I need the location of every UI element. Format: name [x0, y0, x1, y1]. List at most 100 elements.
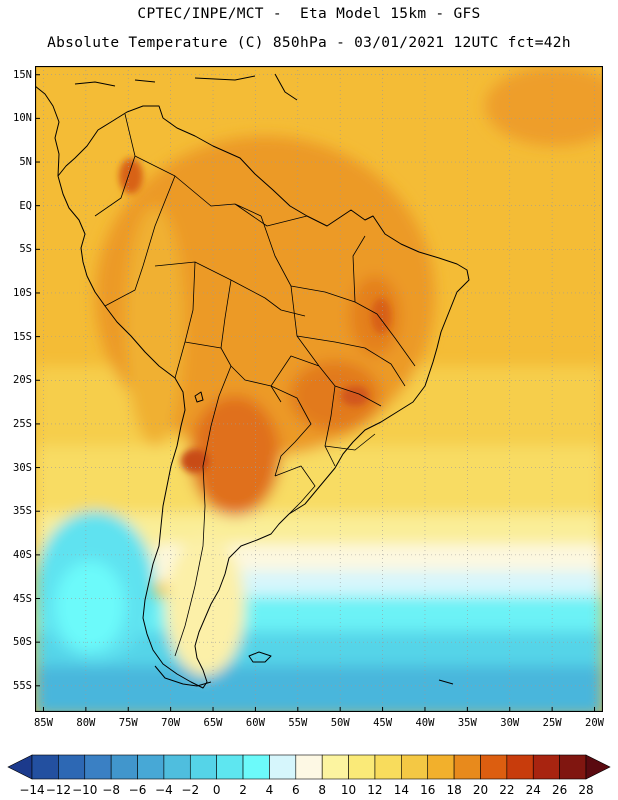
lake-titicaca [194, 391, 204, 403]
colorbar-tick-label: −2 [181, 783, 200, 797]
field-andes-cool [125, 206, 185, 446]
colorbar-swatch [295, 754, 323, 780]
colorbar-tick-label: −10 [72, 783, 98, 797]
lon-tick-label: 85W [33, 717, 53, 729]
colorbar-tick-label: 14 [393, 783, 409, 797]
lon-tick-label: 25W [542, 717, 562, 729]
lat-tick-label: 35S [13, 505, 32, 518]
colorbar-swatch [532, 754, 560, 780]
axis-ticks [35, 74, 596, 712]
colorbar-tick-label: 28 [578, 783, 594, 797]
coast-falklands [248, 651, 272, 663]
lon-tick-label: 30W [500, 717, 520, 729]
colorbar-swatch [321, 754, 349, 780]
colorbar-swatch [31, 754, 59, 780]
coastlines [35, 73, 470, 689]
field-hotspot-northeast [371, 298, 391, 334]
colorbar-swatch [401, 754, 429, 780]
colorbar-tick-label: −8 [102, 783, 120, 797]
lon-tick-label: 45W [373, 717, 393, 729]
coast-central-america [35, 85, 60, 177]
colorbar-tick-label: −4 [155, 783, 173, 797]
colorbar-tick-label: 22 [499, 783, 515, 797]
field-sebrazil-warm [290, 361, 380, 431]
graticule [35, 66, 603, 712]
colorbar-swatch [189, 754, 217, 780]
lat-tick-label: 5N [19, 156, 32, 169]
lon-tick-label: 75W [118, 717, 138, 729]
lat-tick-label: 25S [13, 417, 32, 430]
lon-tick-label: 80W [76, 717, 96, 729]
field-chaco-warm [190, 396, 280, 516]
coast-south-america [57, 105, 470, 689]
title-variable-line: Absolute Temperature (C) 850hPa - 03/01/… [47, 35, 571, 51]
lon-tick-label: 60W [245, 717, 265, 729]
colorbar-tick-label: −6 [128, 783, 147, 797]
coast-caribbean-islands [74, 73, 298, 101]
field-hotspot-parana [341, 386, 369, 406]
lon-tick-label: 20W [585, 717, 604, 729]
colorbar-tick-label: 6 [291, 783, 300, 797]
colorbar-tick-label: 16 [420, 783, 436, 797]
title-model-line: CPTEC/INPE/MCT - Eta Model 15km - GFS [137, 6, 481, 22]
colorbar-swatch [480, 754, 508, 780]
lat-tick-label: EQ [19, 199, 32, 212]
colorbar-swatch [84, 754, 112, 780]
lat-tick-label: 5S [19, 243, 32, 256]
colorbar-swatch [163, 754, 191, 780]
colorbar [7, 754, 611, 780]
lat-tick-label: 50S [13, 636, 32, 649]
colorbar-tick-label: 2 [239, 783, 247, 797]
colorbar-swatch [506, 754, 534, 780]
colorbar-tick-label: −12 [45, 783, 72, 797]
colorbar-swatch [374, 754, 402, 780]
field-atlantic-south [35, 446, 603, 526]
lat-tick-label: 10S [13, 286, 32, 299]
lat-tick-label: 15N [13, 68, 32, 81]
lon-tick-label: 40W [415, 717, 435, 729]
lat-tick-label: 30S [13, 461, 32, 474]
colorbar-swatch [110, 754, 138, 780]
field-sw-atlantic-ne [485, 66, 603, 146]
colorbar-swatch [269, 754, 297, 780]
lat-tick-label: 10N [13, 112, 32, 125]
colorbar-swatch [58, 754, 86, 780]
colorbar-extend-low [7, 754, 33, 780]
colorbar-swatch [427, 754, 455, 780]
colorbar-tick-label: 8 [318, 783, 326, 797]
field-patagonia-cool [165, 536, 245, 676]
lon-tick-label: 50W [330, 717, 350, 729]
colorbar-swatch [453, 754, 481, 780]
lon-tick-label: 55W [288, 717, 308, 729]
colorbar-swatch [216, 754, 244, 780]
field-hotspot-chaco [181, 449, 209, 473]
lat-tick-label: 45S [13, 592, 32, 605]
lat-tick-label: 55S [13, 679, 32, 692]
borders-countries [94, 113, 416, 657]
lat-tick-label: 15S [13, 330, 32, 343]
map-frame [35, 66, 603, 712]
lon-tick-label: 35W [457, 717, 477, 729]
lon-tick-label: 65W [203, 717, 223, 729]
colorbar-tick-label: 26 [551, 783, 568, 797]
lat-tick-label: 20S [13, 374, 32, 387]
lon-tick-label: 70W [161, 717, 181, 729]
colorbar-tick-label: 4 [265, 783, 274, 797]
colorbar-swatch [137, 754, 165, 780]
colorbar-swatch [242, 754, 270, 780]
colorbar-tick-label: 12 [367, 783, 383, 797]
field-band-56s [35, 666, 603, 712]
colorbar-swatch [559, 754, 587, 780]
coast-south-georgia [438, 679, 454, 685]
colorbar-extend-high [585, 754, 611, 780]
temperature-map [35, 66, 603, 712]
colorbar-tick-label: 24 [525, 783, 541, 797]
colorbar-swatch [348, 754, 376, 780]
field-pacific-cold-core [55, 561, 125, 651]
field-hotspot-colombia [119, 158, 143, 194]
lat-tick-label: 40S [13, 548, 32, 561]
coast-tierra-del-fuego [154, 665, 212, 687]
colorbar-tick-label: 20 [472, 783, 489, 797]
colorbar-tick-label: 0 [212, 783, 221, 797]
colorbar-tick-label: −14 [19, 783, 45, 797]
